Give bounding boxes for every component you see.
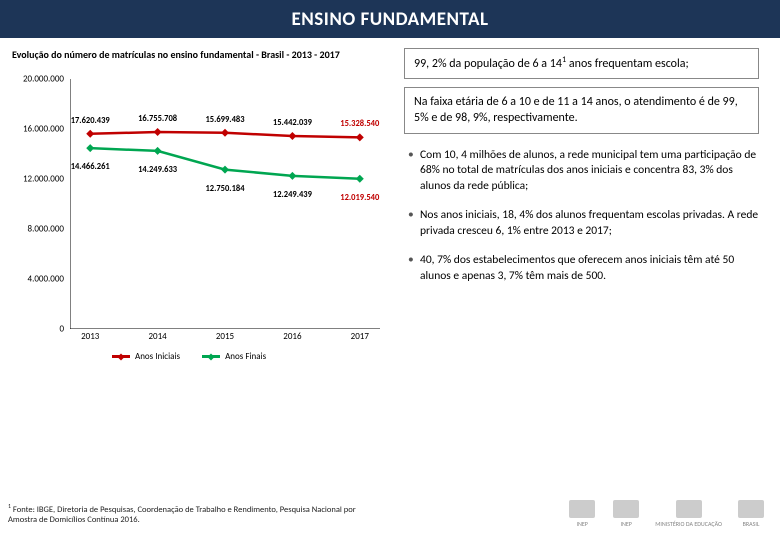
legend-swatch: [112, 355, 130, 358]
bullet-item: Nos anos iniciais, 18, 4% dos alunos fre…: [406, 208, 759, 239]
logo: BRASIL: [736, 498, 766, 528]
x-tick-label: 2016: [283, 331, 301, 342]
y-tick-label: 16.000.000: [23, 124, 64, 135]
x-tick-label: 2013: [81, 331, 99, 342]
legend-label: Anos Finais: [225, 351, 266, 362]
content-row: Evolução do número de matrículas no ensi…: [0, 38, 780, 369]
chart-panel: Evolução do número de matrículas no ensi…: [12, 48, 392, 369]
x-tick-label: 2014: [148, 331, 166, 342]
bullet-item: 40, 7% dos estabelecimentos que oferecem…: [406, 253, 759, 284]
chart-legend: Anos Iniciais Anos Finais: [112, 351, 266, 362]
y-tick-label: 4.000.000: [28, 274, 64, 285]
legend-item: Anos Finais: [202, 351, 266, 362]
logo-row: INEP INEP MINISTÉRIO DA EDUCAÇÃO BRASIL: [567, 498, 766, 528]
page-title: ENSINO FUNDAMENTAL: [291, 8, 488, 31]
highlight-box-1: 99, 2% da população de 6 a 141 anos freq…: [404, 48, 759, 79]
page-header: ENSINO FUNDAMENTAL: [0, 0, 780, 38]
x-tick-label: 2015: [216, 331, 234, 342]
box1-text-a: 99, 2% da população de 6 a 14: [414, 57, 562, 71]
footnote-text: Fonte: IBGE, Diretoria de Pesquisas, Coo…: [8, 505, 356, 526]
highlight-box-2: Na faixa etária de 6 a 10 e de 11 a 14 a…: [404, 87, 759, 133]
y-tick-label: 12.000.000: [23, 174, 64, 185]
chart-plot: 17.620.43916.755.70815.699.48315.442.039…: [70, 79, 380, 329]
chart-title: Evolução do número de matrículas no ensi…: [12, 48, 392, 61]
line-chart: 0 4.000.000 8.000.000 12.000.000 16.000.000 2…: [12, 69, 392, 369]
x-tick-label: 2017: [351, 331, 369, 342]
logo: INEP: [611, 498, 641, 528]
legend-item: Anos Iniciais: [112, 351, 180, 362]
x-axis: 2013 2014 2015 2016 2017: [70, 331, 380, 345]
box1-text-b: anos frequentam escola;: [566, 57, 689, 71]
footnote: 1 Fonte: IBGE, Diretoria de Pesquisas, C…: [8, 503, 368, 526]
box2-text: Na faixa etária de 6 a 10 e de 11 a 14 a…: [414, 95, 738, 125]
bullet-item: Com 10, 4 milhões de alunos, a rede muni…: [406, 148, 759, 195]
legend-label: Anos Iniciais: [135, 351, 180, 362]
legend-swatch: [202, 355, 220, 358]
logo: MINISTÉRIO DA EDUCAÇÃO: [655, 498, 722, 528]
bullet-list: Com 10, 4 milhões de alunos, a rede muni…: [404, 142, 759, 299]
logo: INEP: [567, 498, 597, 528]
y-tick-label: 8.000.000: [28, 224, 64, 235]
y-axis: 04.000.0008.000.00012.000.00016.000.0002…: [12, 79, 68, 329]
y-tick-label: 0: [59, 324, 64, 335]
y-tick-label: 20.000.000: [23, 74, 64, 85]
text-panel: 99, 2% da população de 6 a 141 anos freq…: [404, 48, 759, 369]
